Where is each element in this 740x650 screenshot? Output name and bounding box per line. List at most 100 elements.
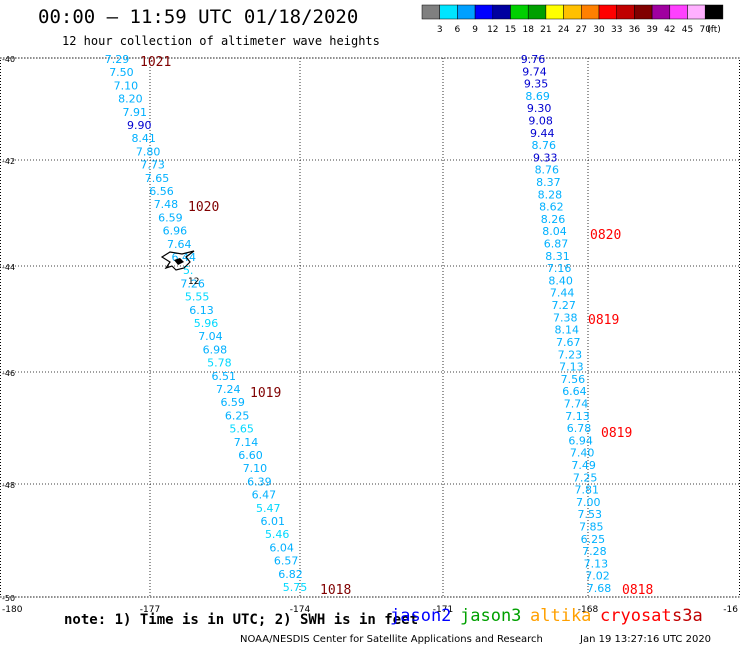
wave-height-value: 7.27 (551, 299, 576, 312)
page-subtitle: 12 hour collection of altimeter wave hei… (62, 34, 380, 48)
wave-height-value: 6.01 (261, 515, 286, 528)
legend-tick: 21 (540, 25, 551, 35)
wave-height-value: 6.98 (203, 343, 228, 356)
latitude-label: -42 (2, 157, 15, 166)
wave-height-value: 7.85 (579, 520, 604, 533)
wave-height-value: 8.28 (538, 188, 563, 201)
legend-tick: 42 (664, 25, 675, 35)
wave-height-value: 7.91 (123, 106, 148, 119)
time-label: 0818 (622, 583, 653, 598)
wave-height-value: 7.04 (198, 330, 223, 343)
island-label: 12 (188, 277, 199, 287)
wave-height-value: 7.67 (556, 336, 581, 349)
wave-height-value: 8.62 (539, 201, 564, 214)
satellite-label-s3a: s3a (672, 606, 703, 626)
time-label: 1019 (250, 386, 281, 401)
legend-tick: 30 (593, 25, 605, 35)
wave-height-value: 9.33 (533, 151, 558, 164)
wave-height-value: 7.81 (574, 484, 599, 497)
wave-height-value: 6.47 (252, 489, 277, 502)
wave-height-value: 7.02 (585, 570, 610, 583)
wave-height-value: 8.41 (131, 132, 156, 145)
wave-height-value: 9.44 (530, 127, 555, 140)
legend-tick: 3 (437, 25, 443, 35)
wave-height-value: 7.40 (570, 447, 595, 460)
wave-height-value: 6.39 (247, 475, 272, 488)
legend-tick: 18 (522, 25, 534, 35)
wave-height-value: 5.46 (265, 528, 290, 541)
wave-height-value: 9.76 (521, 53, 546, 66)
wave-height-value: 6.96 (163, 225, 188, 238)
wave-height-value: 7.44 (550, 287, 575, 300)
legend-tick: 45 (682, 25, 693, 35)
wave-height-value: 7.65 (145, 172, 170, 185)
legend-swatch (704, 4, 724, 20)
wave-height-value: 7.28 (582, 545, 607, 558)
legend-tick: 12 (487, 25, 498, 35)
legend-swatch (492, 4, 511, 20)
time-label: 1018 (320, 583, 351, 598)
legend-tick: 33 (611, 25, 622, 35)
legend-swatch (527, 4, 547, 20)
map-frame (0, 57, 740, 598)
longitude-label: -180 (2, 605, 23, 615)
wave-height-value: 7.24 (216, 383, 241, 396)
wave-height-value: 9.30 (527, 102, 552, 115)
legend-swatch (651, 4, 671, 20)
wave-height-value: 6.13 (189, 304, 214, 317)
wave-height-value: 7.10 (243, 462, 268, 475)
time-label: 0819 (601, 426, 632, 441)
longitude-label: -171 (433, 605, 453, 615)
satellite-label-altika: altika (530, 606, 592, 626)
timestamp-text: Jan 19 13:27:16 UTC 2020 (580, 634, 712, 645)
wave-height-value: 7.29 (105, 53, 130, 66)
wave-height-value: 7.64 (167, 238, 192, 251)
wave-height-value: 7.23 (558, 348, 583, 361)
wave-height-value: 6.04 (269, 541, 294, 554)
latitude-label: -44 (2, 263, 15, 272)
page-title: 00:00 – 11:59 UTC 01/18/2020 (38, 6, 359, 28)
legend-swatch (474, 4, 494, 20)
legend-swatch (669, 4, 688, 20)
longitude-label: -16 (723, 605, 738, 615)
wave-height-value: 6.56 (149, 185, 174, 198)
wave-height-value: 8.37 (536, 176, 561, 189)
wave-height-value: 7.16 (547, 262, 572, 275)
wave-height-value: 9.35 (524, 78, 549, 91)
wave-height-value: 7.48 (154, 198, 179, 211)
wave-height-value: 7.25 (573, 471, 598, 484)
time-label: 1021 (140, 55, 171, 70)
wave-height-value: 8.04 (542, 225, 567, 238)
legend-tick: 70 (699, 25, 711, 35)
wave-height-value: 5.65 (229, 423, 254, 436)
wave-height-value: 9.08 (528, 115, 553, 128)
wave-height-value: 6.59 (220, 396, 245, 409)
wave-height-value: 7.73 (140, 159, 165, 172)
latitude-label: -40 (2, 55, 15, 64)
note-text: note: 1) Time is in UTC; 2) SWH is in fe… (64, 612, 419, 628)
wave-height-value: 5.78 (207, 357, 232, 370)
longitude-label: -177 (140, 605, 160, 615)
wave-height-value: 7.74 (564, 397, 589, 410)
longitude-label: -168 (578, 605, 599, 615)
wave-height-value: 5.75 (283, 581, 308, 594)
latitude-label: -48 (2, 481, 15, 490)
wave-height-value: 8.40 (548, 274, 573, 287)
wave-height-value: 6.94 (568, 434, 593, 447)
wave-height-value: 7.14 (234, 436, 259, 449)
wave-height-value: 7.38 (553, 311, 578, 324)
island-inner (174, 258, 184, 265)
satellite-label-jason2: jason2 (390, 606, 452, 626)
wave-height-value: 6.64 (562, 385, 587, 398)
time-label: 1020 (188, 200, 219, 215)
wave-height-value: 6.78 (567, 422, 592, 435)
latitude-label: -46 (2, 369, 15, 378)
legend-tick: 39 (646, 25, 658, 35)
wave-height-value: 6.87 (544, 238, 569, 251)
wave-height-value: 6.25 (225, 409, 250, 422)
longitude-label: -174 (290, 605, 311, 615)
wave-height-value: 7.26 (180, 277, 205, 290)
wave-height-value: 7.10 (114, 79, 139, 92)
wave-height-value: 5.96 (194, 317, 219, 330)
